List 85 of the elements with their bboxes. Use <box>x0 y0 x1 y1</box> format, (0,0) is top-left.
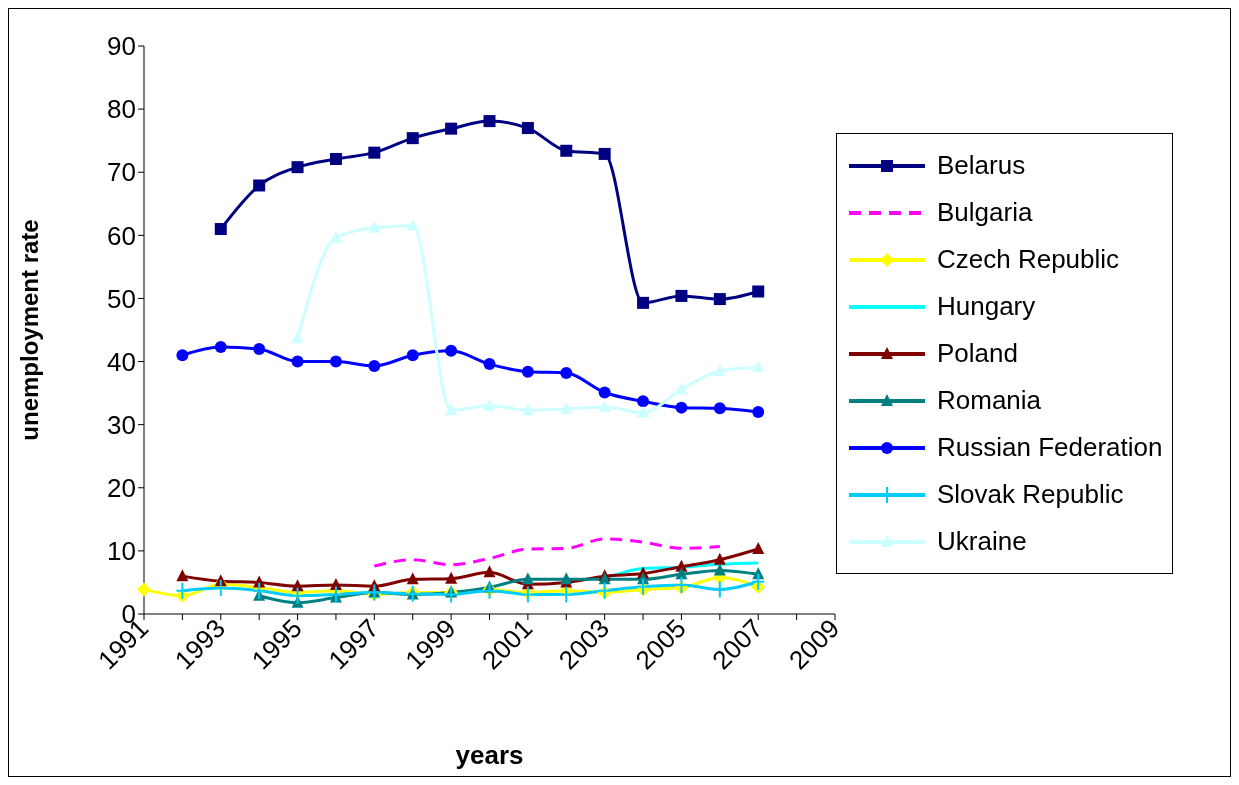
point <box>214 341 227 354</box>
point <box>445 403 458 416</box>
point <box>637 395 650 408</box>
point <box>521 572 534 585</box>
point <box>483 398 496 411</box>
point <box>329 355 342 368</box>
point <box>598 147 611 160</box>
line-series <box>372 537 722 568</box>
point <box>560 366 573 379</box>
point <box>368 146 381 159</box>
y-tick-label: 60 <box>107 220 136 251</box>
y-tick-label: 20 <box>107 473 136 504</box>
point <box>713 293 726 306</box>
legend-label: Bulgaria <box>937 197 1033 228</box>
point <box>675 289 688 302</box>
point <box>637 296 650 309</box>
point <box>752 285 765 298</box>
point <box>675 401 688 414</box>
point <box>214 223 227 236</box>
point <box>598 400 611 412</box>
point <box>483 115 496 128</box>
legend-label: Belarus <box>937 150 1026 181</box>
point <box>483 358 496 371</box>
point <box>329 152 342 165</box>
point <box>713 552 726 565</box>
point <box>752 360 765 373</box>
point <box>445 122 458 135</box>
point <box>253 179 266 192</box>
legend-label: Czech Republic <box>937 244 1120 275</box>
point <box>713 402 726 415</box>
point <box>637 578 650 595</box>
point <box>406 132 419 145</box>
point <box>291 355 304 368</box>
y-tick-label: 30 <box>107 409 136 440</box>
point <box>291 579 304 592</box>
point <box>253 342 266 355</box>
point <box>406 349 419 362</box>
point <box>253 582 266 599</box>
legend-label: Russian Federation <box>937 432 1163 463</box>
y-tick-label: 50 <box>107 283 136 314</box>
point <box>675 382 688 395</box>
point <box>713 364 726 377</box>
x-axis-title: years <box>455 740 524 770</box>
point <box>176 569 189 582</box>
y-tick-label: 40 <box>107 346 136 377</box>
point <box>483 565 496 578</box>
point <box>560 401 573 414</box>
point <box>521 122 534 135</box>
legend-label: Hungary <box>937 291 1036 322</box>
point <box>560 144 573 157</box>
point <box>521 365 534 378</box>
point <box>137 582 151 597</box>
y-tick-label: 10 <box>107 536 136 567</box>
point <box>445 344 458 357</box>
point <box>406 218 419 231</box>
point <box>291 331 304 344</box>
point <box>752 542 765 554</box>
point <box>176 349 189 362</box>
point <box>598 386 611 399</box>
point <box>752 406 765 419</box>
point <box>406 572 419 585</box>
point <box>329 586 342 603</box>
point <box>368 359 381 372</box>
point <box>713 563 726 576</box>
legend-label: Romania <box>937 385 1042 416</box>
y-tick-label: 90 <box>107 31 136 62</box>
point <box>560 586 573 603</box>
point <box>713 581 726 598</box>
y-tick-label: 70 <box>107 157 136 188</box>
point <box>521 403 534 416</box>
point <box>675 576 688 593</box>
y-tick-label: 80 <box>107 94 136 125</box>
point <box>675 567 688 580</box>
point <box>291 587 304 604</box>
point <box>176 582 189 599</box>
point <box>368 220 381 233</box>
point <box>445 571 458 584</box>
y-axis-title: unemployment rate <box>15 219 43 441</box>
legend-label: Slovak Republic <box>937 479 1124 510</box>
legend-label: Ukraine <box>937 526 1027 557</box>
point <box>291 161 304 174</box>
legend-label: Poland <box>937 338 1018 369</box>
point <box>214 580 227 597</box>
point <box>637 405 650 418</box>
point <box>752 573 765 590</box>
